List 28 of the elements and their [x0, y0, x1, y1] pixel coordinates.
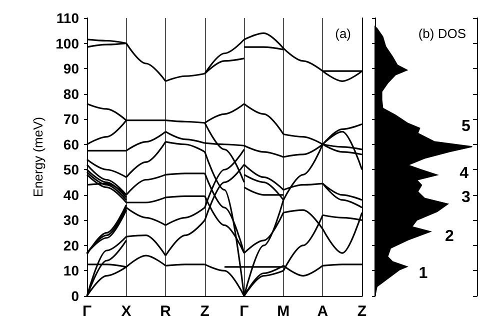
- x-tick-label: Γ: [240, 303, 249, 320]
- y-tick-label: 110: [56, 10, 80, 26]
- y-tick-label: 90: [63, 60, 80, 77]
- y-tick-label: 50: [63, 162, 80, 178]
- y-tick-label: 0: [71, 288, 80, 304]
- y-tick-label: 30: [63, 212, 80, 228]
- annotation: 3: [462, 188, 471, 206]
- y-tick-label: 60: [63, 136, 80, 152]
- x-tick-label: M: [277, 303, 290, 320]
- text: (b) DOS: [418, 26, 466, 41]
- x-tick-label: R: [160, 303, 172, 320]
- annotation: 2: [445, 228, 454, 246]
- y-tick-label: 40: [63, 186, 80, 203]
- x-tick-label: Z: [357, 303, 367, 320]
- annotation: 1: [418, 264, 428, 282]
- x-tick-label: Γ: [82, 303, 92, 320]
- y-tick-label: 10: [63, 262, 80, 279]
- y-tick-label: 80: [63, 86, 80, 102]
- y-axis-title: Energy (meV): [30, 116, 46, 198]
- x-tick-label: X: [121, 303, 132, 320]
- x-tick-label: Z: [200, 303, 210, 320]
- annotation: 5: [462, 118, 471, 136]
- annotation: 4: [460, 164, 469, 182]
- text: (a): [335, 26, 351, 41]
- y-tick-label: 20: [63, 237, 80, 254]
- y-tick-label: 100: [56, 35, 80, 52]
- y-tick-label: 70: [63, 111, 80, 128]
- x-tick-label: A: [317, 303, 328, 320]
